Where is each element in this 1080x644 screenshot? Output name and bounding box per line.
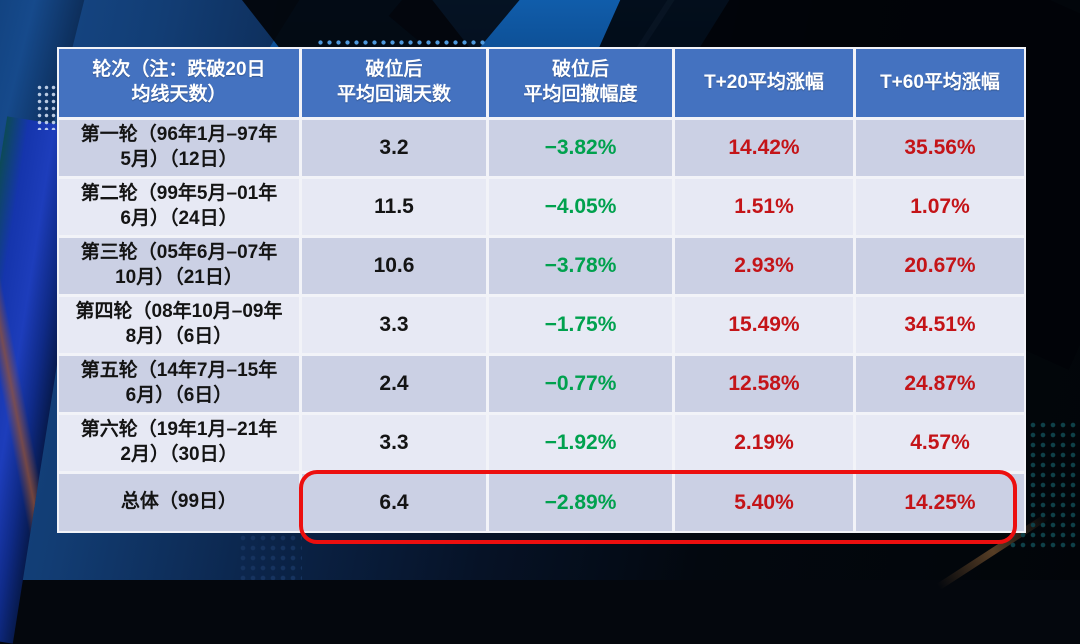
total-drawdown-cell: −2.89% bbox=[489, 474, 672, 531]
t20-gain-cell: 15.49% bbox=[675, 297, 853, 353]
drawdown-cell: −1.75% bbox=[489, 297, 672, 353]
pullback-days-cell: 10.6 bbox=[302, 238, 486, 294]
dot-grid-top bbox=[316, 38, 486, 48]
column-header-t60-gain: T+60平均涨幅 bbox=[856, 49, 1024, 117]
t20-gain-cell: 1.51% bbox=[675, 179, 853, 235]
drawdown-cell: −1.92% bbox=[489, 415, 672, 471]
t60-gain-cell: 35.56% bbox=[856, 120, 1024, 176]
round-label-cell: 第六轮（19年1月–21年 2月）（30日） bbox=[59, 415, 299, 471]
t20-gain-cell: 2.93% bbox=[675, 238, 853, 294]
total-pullback-days-cell: 6.4 bbox=[302, 474, 486, 531]
dot-grid-left bbox=[36, 84, 60, 130]
pullback-days-cell: 3.3 bbox=[302, 297, 486, 353]
column-header-drawdown: 破位后 平均回撤幅度 bbox=[489, 49, 672, 117]
round-label-cell: 第五轮（14年7月–15年 6月）（6日） bbox=[59, 356, 299, 412]
t20-gain-cell: 2.19% bbox=[675, 415, 853, 471]
pullback-days-cell: 11.5 bbox=[302, 179, 486, 235]
total-t60-gain-cell: 14.25% bbox=[856, 474, 1024, 531]
t20-gain-cell: 14.42% bbox=[675, 120, 853, 176]
total-row-label-cell: 总体（99日） bbox=[59, 474, 299, 531]
round-label-cell: 第三轮（05年6月–07年 10月）（21日） bbox=[59, 238, 299, 294]
t60-gain-cell: 34.51% bbox=[856, 297, 1024, 353]
dot-grid-bottom bbox=[238, 533, 302, 580]
round-label-cell: 第二轮（99年5月–01年 6月）（24日） bbox=[59, 179, 299, 235]
drawdown-cell: −3.78% bbox=[489, 238, 672, 294]
pullback-days-cell: 3.2 bbox=[302, 120, 486, 176]
t60-gain-cell: 4.57% bbox=[856, 415, 1024, 471]
drawdown-cell: −3.82% bbox=[489, 120, 672, 176]
column-header-round: 轮次（注：跌破20日 均线天数） bbox=[59, 49, 299, 117]
column-header-t20-gain: T+20平均涨幅 bbox=[675, 49, 853, 117]
pullback-days-cell: 3.3 bbox=[302, 415, 486, 471]
t60-gain-cell: 20.67% bbox=[856, 238, 1024, 294]
pullback-days-cell: 2.4 bbox=[302, 356, 486, 412]
column-header-pullback-days: 破位后 平均回调天数 bbox=[302, 49, 486, 117]
round-label-cell: 第四轮（08年10月–09年 8月）（6日） bbox=[59, 297, 299, 353]
drawdown-cell: −4.05% bbox=[489, 179, 672, 235]
round-label-cell: 第一轮（96年1月–97年 5月）（12日） bbox=[59, 120, 299, 176]
total-t20-gain-cell: 5.40% bbox=[675, 474, 853, 531]
t60-gain-cell: 1.07% bbox=[856, 179, 1024, 235]
t60-gain-cell: 24.87% bbox=[856, 356, 1024, 412]
data-table: 轮次（注：跌破20日 均线天数） 破位后 平均回调天数 破位后 平均回撤幅度 T… bbox=[57, 47, 1026, 544]
table-grid: 轮次（注：跌破20日 均线天数） 破位后 平均回调天数 破位后 平均回撤幅度 T… bbox=[59, 49, 1024, 531]
t20-gain-cell: 12.58% bbox=[675, 356, 853, 412]
drawdown-cell: −0.77% bbox=[489, 356, 672, 412]
